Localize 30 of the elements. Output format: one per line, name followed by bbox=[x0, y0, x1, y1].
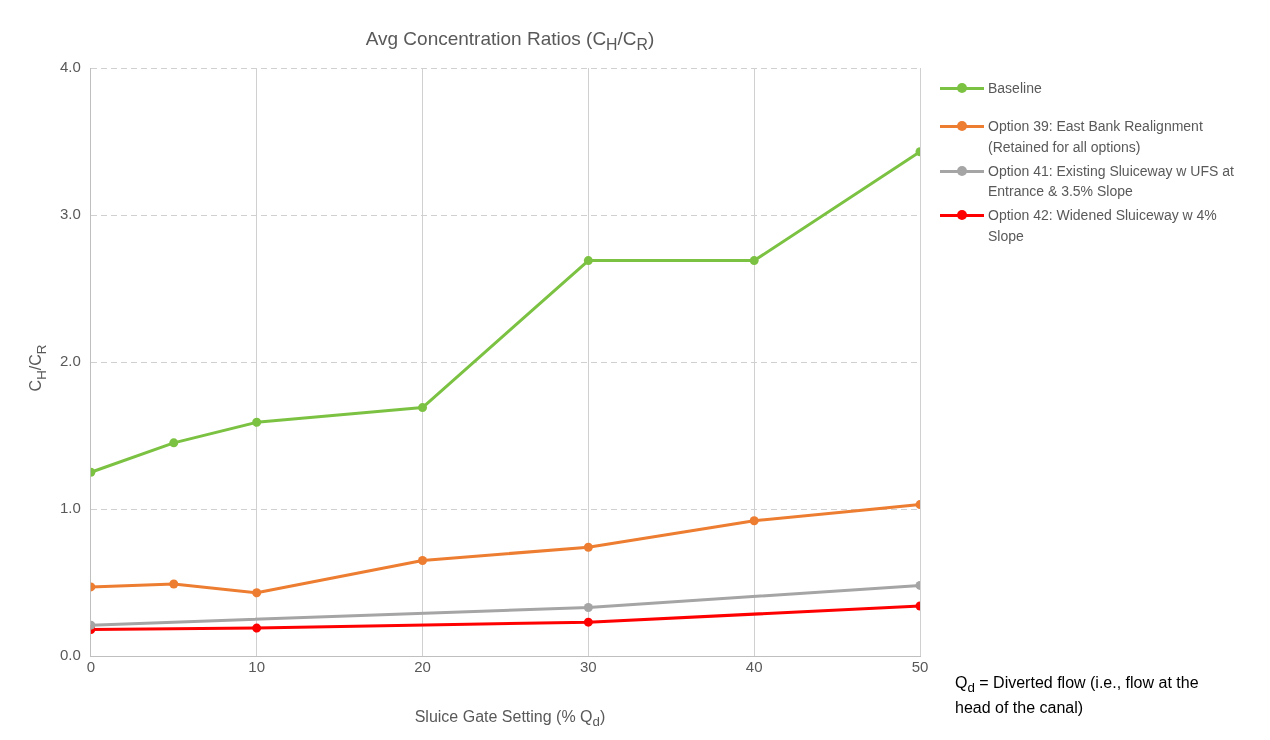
legend-label: Option 39: East Bank Realignment (Retained for all options) bbox=[988, 118, 1203, 155]
y-tick-label: 0.0 bbox=[59, 646, 81, 664]
legend-label: Baseline bbox=[988, 80, 1042, 96]
point bbox=[749, 516, 759, 526]
legend-label: Option 42: Widened Sluiceway w 4% Slope bbox=[988, 207, 1217, 244]
point bbox=[418, 403, 428, 413]
text: Q$_{d}$ = Diverted flow (i.e., flow at the head of the canal) bbox=[955, 673, 1200, 719]
x-tick-label: 50 bbox=[911, 658, 929, 676]
legend-label: Option 41: Existing Sluiceway w UFS at Entrance & 3.5% Slope bbox=[988, 162, 1234, 200]
y-tick-label: 1.0 bbox=[59, 499, 81, 517]
point bbox=[252, 417, 262, 427]
x-tick-label: 40 bbox=[745, 658, 763, 676]
y-tick-label: 3.0 bbox=[59, 205, 81, 223]
y-tick-label: 4.0 bbox=[59, 58, 81, 76]
point bbox=[169, 438, 179, 448]
y-tick-label: 2.0 bbox=[59, 352, 81, 370]
x-axis-title: Sluice Gate Setting (% Q$_{d}$) bbox=[413, 708, 607, 730]
x-tick-label: 30 bbox=[580, 658, 597, 676]
point bbox=[252, 623, 262, 633]
point bbox=[583, 256, 593, 266]
point bbox=[418, 555, 428, 565]
x-tick-label: 10 bbox=[248, 658, 266, 676]
x-tick-label: 0 bbox=[86, 658, 96, 676]
point bbox=[252, 588, 262, 598]
chart-title: Avg Concentration Ratios (C$_{H}$/C$_{R}$) bbox=[364, 28, 656, 54]
point bbox=[169, 579, 179, 589]
point bbox=[749, 256, 759, 266]
point bbox=[583, 617, 593, 627]
x-tick-label: 20 bbox=[414, 658, 431, 676]
point bbox=[583, 542, 593, 552]
